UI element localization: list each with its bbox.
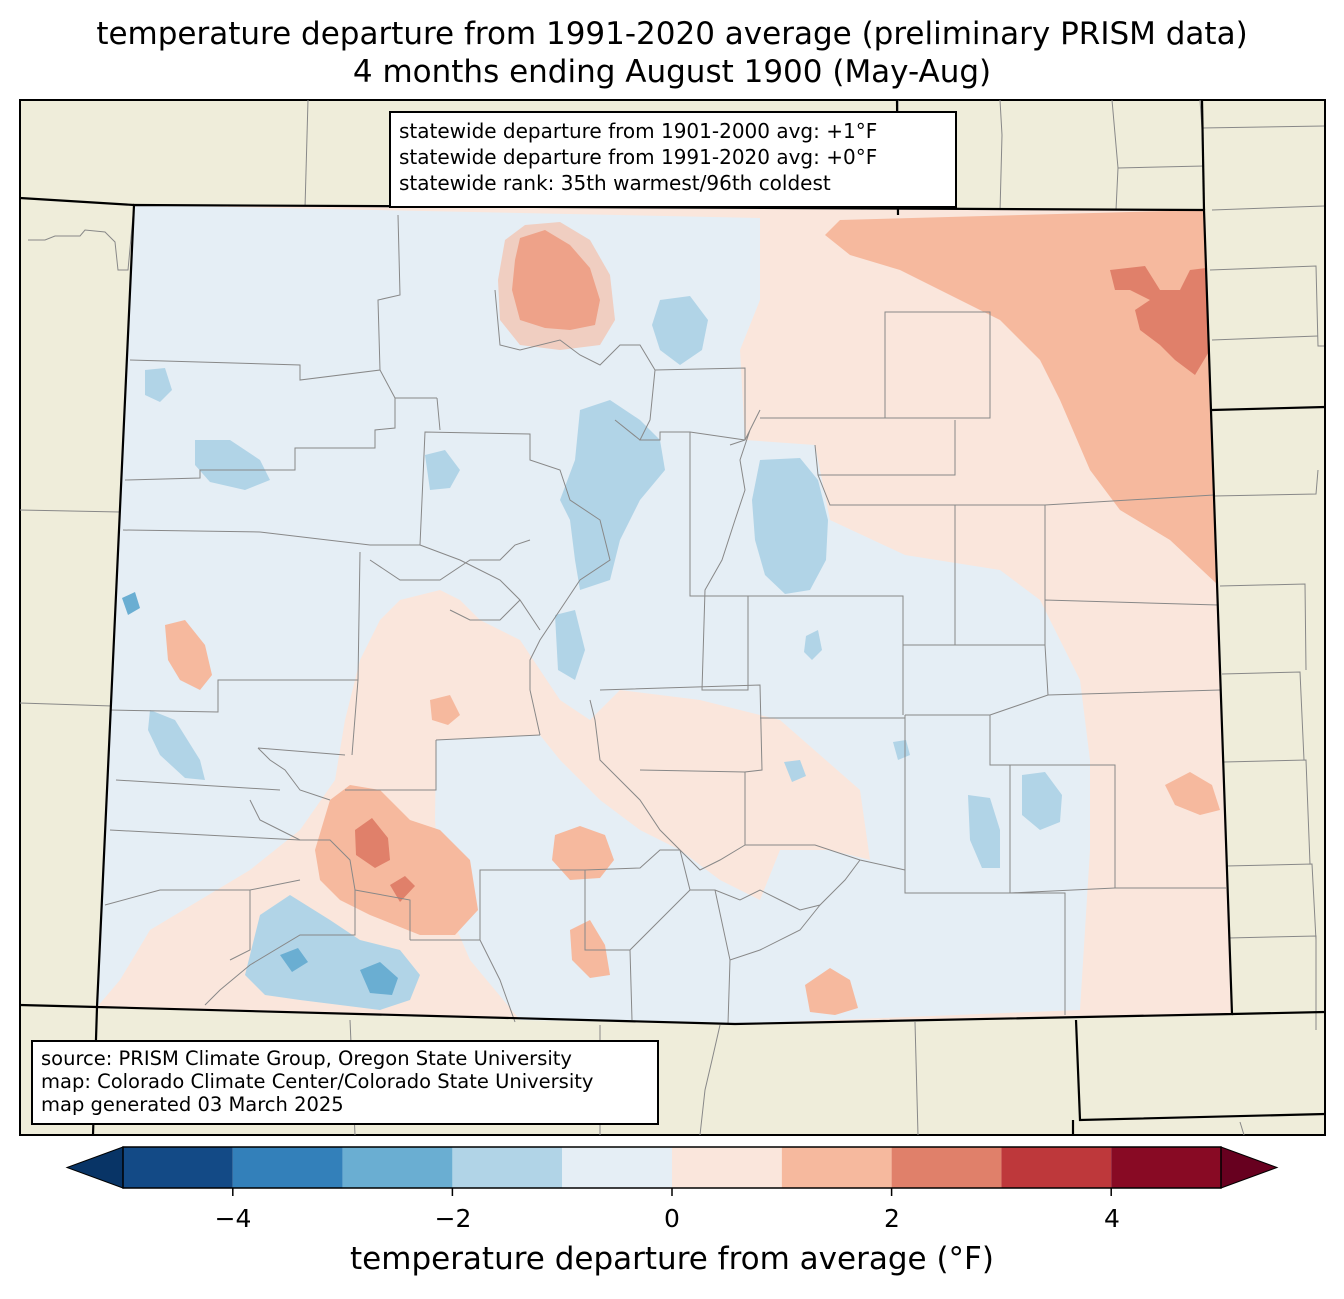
cool-patch-northwest (195, 440, 270, 490)
county-lines (104, 214, 1226, 1025)
statewide-stats-box: statewide departure from 1901-2000 avg: … (389, 111, 957, 208)
warm-patch-southwest (315, 785, 478, 935)
warm-patch-southcentral (570, 920, 610, 978)
cool-patch-central-east (804, 630, 822, 660)
colorbar-label: temperature departure from average (°F) (350, 1241, 994, 1277)
cool-patch-central-4 (555, 610, 585, 680)
cool-patch-north-park (652, 296, 708, 365)
cool-patch-central-3 (425, 450, 460, 490)
stats-line-2: statewide departure from 1991-2020 avg: … (399, 145, 878, 169)
colorbar-tick-label: −2 (434, 1204, 472, 1233)
colorbar-tick-label: 4 (1104, 1204, 1120, 1233)
cool-patch-east-1 (1022, 772, 1062, 830)
hot-patch-southwest-2 (390, 876, 415, 902)
colorbar (65, 1146, 1279, 1196)
credits-line-2: map: Colorado Climate Center/Colorado St… (41, 1070, 594, 1093)
cool-patch-west-valley (148, 710, 205, 780)
colorbar-bin (562, 1147, 672, 1188)
cool-patch-central-plains (752, 458, 828, 594)
colorbar-bin (1001, 1147, 1112, 1188)
colorbar-bin (452, 1147, 563, 1188)
warm-patch-west (165, 620, 212, 690)
colorbar-under-arrow (65, 1146, 124, 1189)
colorbar-bin (672, 1147, 782, 1188)
cool-patch-northwest-2 (145, 368, 172, 402)
cold-patch-southwest-2 (280, 948, 308, 972)
colorbar-bin (781, 1147, 892, 1188)
cool-patch-central-south (784, 760, 806, 782)
colorbar-over-arrow (1220, 1146, 1279, 1189)
map-subtitle: 4 months ending August 1900 (May-Aug) (352, 54, 992, 90)
warm-patch-east (1165, 772, 1220, 815)
colorbar-bin (342, 1147, 453, 1188)
map-title: temperature departure from 1991-2020 ave… (96, 16, 1248, 52)
stats-line-3: statewide rank: 35th warmest/96th coldes… (399, 171, 831, 195)
colorbar-bin (1111, 1147, 1221, 1188)
warm-patch-northeast (825, 210, 1218, 585)
credits-line-1: source: PRISM Climate Group, Oregon Stat… (41, 1047, 572, 1070)
cool-region-west (97, 205, 1090, 1024)
warm-patch-central (430, 695, 460, 725)
warm-patch-north-rim (498, 222, 615, 350)
cool-patch-east-3 (893, 740, 910, 760)
colorbar-tick-label: 0 (664, 1204, 680, 1233)
hot-patch-northeast (1110, 266, 1210, 375)
warm-patch-south (552, 826, 614, 880)
colorbar-bin (123, 1147, 233, 1188)
cold-patch-southwest (360, 962, 398, 995)
cool-patch-east-2 (968, 795, 1000, 868)
colorbar-bin (891, 1147, 1002, 1188)
colorbar-tick-label: 2 (884, 1204, 900, 1233)
colorbar-tick-label: −4 (214, 1204, 252, 1233)
hot-patch-southwest (355, 818, 390, 868)
colorbar-bin (232, 1147, 343, 1188)
warm-patch-southeast (805, 968, 858, 1015)
credits-line-3: map generated 03 March 2025 (41, 1093, 344, 1116)
cold-patch-west (122, 592, 140, 615)
credits-box: source: PRISM Climate Group, Oregon Stat… (31, 1040, 659, 1125)
cool-patch-front-range (560, 400, 665, 590)
stats-line-1: statewide departure from 1901-2000 avg: … (399, 119, 878, 143)
